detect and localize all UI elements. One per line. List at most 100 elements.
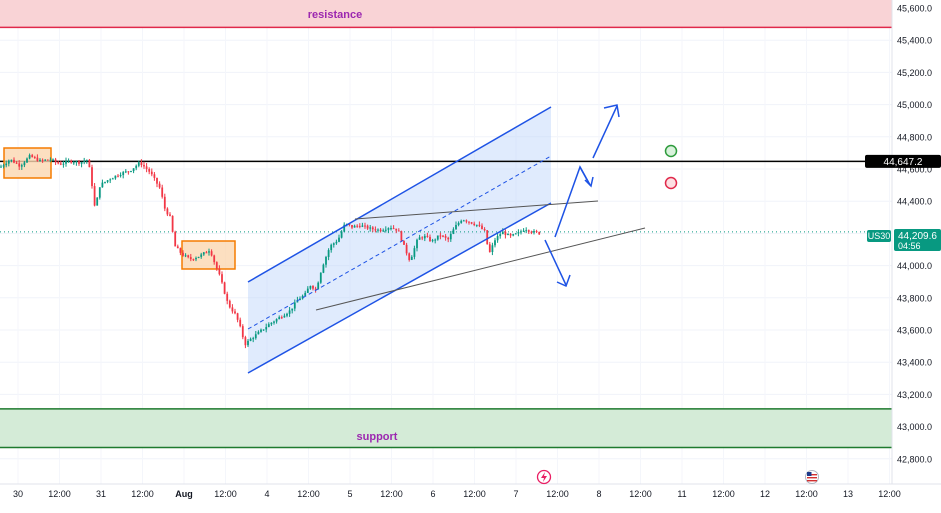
candle-body	[236, 313, 239, 320]
candle-body	[202, 252, 205, 255]
candle-body	[231, 307, 234, 312]
time-tick-label: 8	[596, 489, 601, 499]
candle-body	[70, 160, 73, 163]
time-tick-label: 12:00	[48, 489, 71, 499]
lightning-icon[interactable]	[536, 469, 552, 485]
candle-body	[23, 162, 26, 166]
time-tick-label: Aug	[175, 489, 193, 499]
candle-body	[423, 235, 426, 239]
candle-body	[514, 233, 517, 235]
price-tick-label: 44,400.0	[897, 197, 932, 207]
candle-body	[356, 225, 359, 227]
candle-body	[127, 171, 130, 173]
arrowhead-small	[584, 176, 594, 188]
candle-body	[247, 340, 249, 346]
candle-body	[371, 227, 374, 230]
candle-body	[57, 162, 60, 164]
candle-body	[361, 225, 364, 227]
candle-body	[442, 235, 444, 237]
time-tick-label: 12:00	[380, 489, 403, 499]
candle-body	[2, 165, 5, 167]
target-circle-green[interactable]	[664, 144, 678, 158]
time-tick-label: 11	[677, 489, 686, 499]
price-tick-label: 43,400.0	[897, 358, 932, 368]
candle-body	[408, 253, 411, 260]
candle-body	[262, 329, 265, 331]
candle-body	[478, 224, 481, 226]
candle-body	[111, 178, 114, 180]
candle-body	[96, 197, 99, 206]
price-tick-label: 44,600.0	[897, 165, 932, 175]
candle-body	[390, 228, 392, 230]
candle-body	[465, 220, 468, 222]
candle-body	[509, 234, 512, 236]
price-tick-label: 44,000.0	[897, 261, 932, 271]
candle-body	[330, 244, 333, 251]
candle-body	[444, 236, 447, 238]
support-zone[interactable]	[0, 408, 892, 448]
candle-body	[189, 257, 192, 260]
triangle-lower-line[interactable]	[315, 227, 646, 311]
price-tick-label: 45,600.0	[897, 4, 932, 14]
candle-body	[176, 246, 179, 249]
time-tick-label: 6	[430, 489, 435, 499]
us-flag-icon[interactable]	[805, 470, 819, 484]
arrow-down-head	[556, 274, 571, 288]
candle-body	[338, 237, 340, 242]
symbol-badge	[867, 230, 891, 242]
key-level-tag[interactable]: 44,647.2	[865, 154, 941, 168]
candle-body	[26, 158, 28, 163]
candle-body	[62, 163, 65, 165]
price-tick-label: 45,200.0	[897, 68, 932, 78]
candle-body	[353, 225, 356, 228]
arrow-up-head	[603, 104, 620, 118]
candle-body	[218, 268, 221, 275]
target-circle-red[interactable]	[664, 176, 678, 190]
candle-body	[28, 155, 31, 159]
candle-body	[208, 251, 210, 253]
time-tick-label: 12:00	[878, 489, 901, 499]
candle-body	[254, 334, 257, 339]
triangle-upper-line[interactable]	[354, 200, 599, 220]
time-axis[interactable]	[0, 484, 941, 508]
candle-body	[54, 159, 57, 163]
price-tick-label: 45,000.0	[897, 100, 932, 110]
arrow-down-line	[544, 239, 567, 286]
candle-body	[483, 229, 486, 231]
candle-body	[418, 237, 421, 240]
channel-mid-line[interactable]	[247, 155, 552, 330]
candle-body	[410, 256, 413, 260]
candle-body	[197, 256, 200, 258]
candle-body	[187, 255, 190, 258]
candle-body	[413, 248, 416, 257]
candle-body	[39, 159, 41, 161]
candle-body	[130, 171, 132, 173]
candle-body	[403, 240, 405, 245]
price-tick-label: 45,400.0	[897, 36, 932, 46]
countdown-value: 04:56	[898, 241, 921, 251]
candle-body	[7, 160, 10, 164]
candle-body	[148, 169, 151, 172]
candle-body	[377, 229, 379, 231]
candle-body	[421, 237, 424, 239]
channel-lower-line[interactable]	[247, 202, 552, 374]
candle-body	[400, 231, 403, 241]
time-tick-label: 12:00	[214, 489, 237, 499]
candle-body	[439, 235, 442, 237]
candle-body	[179, 248, 182, 253]
channel-upper-line[interactable]	[247, 106, 552, 283]
resistance-zone[interactable]	[0, 0, 892, 28]
projection-arrows[interactable]	[544, 104, 620, 288]
resistance-label: resistance	[308, 9, 362, 21]
candle-body	[83, 160, 86, 163]
current-price-tag[interactable]: US30 44,209.6 04:56	[867, 229, 941, 251]
candle-body	[31, 155, 34, 158]
candle-body	[405, 244, 408, 254]
candle-body	[280, 317, 283, 319]
candle-body	[93, 186, 96, 206]
candle-body	[59, 163, 62, 165]
candle-body	[293, 302, 296, 309]
candle-body	[499, 234, 502, 237]
